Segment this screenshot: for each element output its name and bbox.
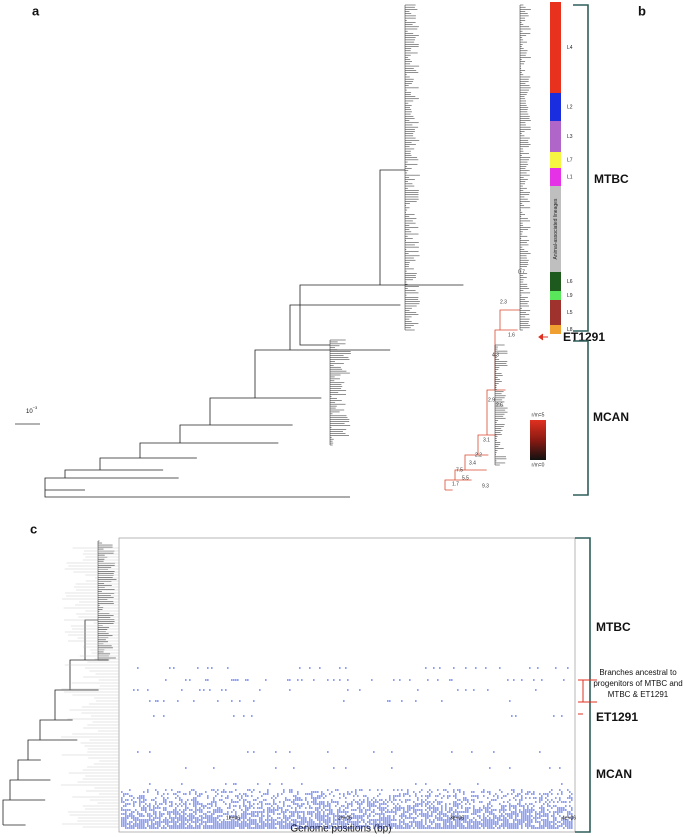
scale-exponent: −3: [33, 405, 38, 410]
branch-label: 9.3: [482, 483, 489, 489]
branch-label: 3.1: [483, 437, 490, 443]
lineage-bar: [550, 186, 561, 272]
variant-dots: [121, 667, 573, 829]
group-label: MCAN: [596, 767, 632, 781]
branch-label: 2.2: [475, 452, 482, 458]
branch-label: 0.7: [518, 269, 525, 275]
x-tick-label: 3e+06: [450, 815, 464, 821]
group-bracket: [575, 537, 591, 833]
annotation-bracket: [578, 679, 597, 715]
branch-label: 2.9: [488, 397, 495, 403]
panel-label: b: [638, 3, 646, 18]
tree-branches: [444, 309, 520, 491]
lineage-label: L6: [567, 279, 573, 285]
branch-label: 2.3: [500, 299, 507, 305]
lineage-bar: [550, 272, 561, 291]
lineage-bar: [550, 300, 561, 325]
lineage-bar: [550, 325, 561, 334]
lineage-bar: [550, 2, 561, 93]
annotation-line: progenitors of MTBC and: [593, 679, 682, 688]
branch-label: 4.3: [492, 352, 499, 358]
branch-label: 5.5: [462, 475, 469, 481]
scale-base: 10: [26, 409, 33, 415]
lineage-bar: [550, 168, 561, 186]
lineage-bar: [550, 93, 561, 121]
tree-branches: [44, 169, 464, 491]
lineage-label: L5: [567, 310, 573, 316]
x-tick-label: 1e+06: [226, 815, 240, 821]
legend-gradient: [530, 420, 546, 460]
lineage-label: L3: [567, 134, 573, 140]
lineage-label: L1: [567, 174, 573, 180]
arrow: [538, 333, 548, 341]
x-tick-label: 2e+06: [338, 815, 352, 821]
lineage-bar: [550, 152, 561, 168]
lineage-label: L8: [567, 327, 573, 333]
panel-label: a: [32, 3, 40, 18]
tree-branches: [519, 4, 531, 331]
lineage-label: L9: [567, 293, 573, 299]
branch-label: 1.7: [452, 481, 459, 487]
panel-label: c: [30, 521, 37, 536]
branch-label: 7.5: [456, 467, 463, 473]
group-bracket: [573, 4, 589, 496]
tree-branches: [494, 344, 508, 466]
scale-label: 10−3: [26, 405, 38, 415]
x-axis-title: Genome positions (bp): [290, 824, 391, 835]
lineage-label: L4: [567, 45, 573, 51]
lineage-bar: [550, 291, 561, 300]
plot-frame: [118, 537, 576, 833]
branch-label: 2.6: [496, 402, 503, 408]
lineage-label: L2: [567, 104, 573, 110]
group-label: MCAN: [593, 410, 629, 424]
branch-label: 3.4: [469, 460, 476, 466]
lineage-bar: [550, 121, 561, 152]
tree-branches: [97, 540, 117, 661]
branch-label: 1.6: [508, 332, 515, 338]
legend-label: r/m=5: [532, 412, 545, 418]
group-label: ET1291: [596, 710, 638, 724]
lineage-label: L7: [567, 157, 573, 163]
tree-branches: [404, 4, 420, 331]
tree-branches: [329, 339, 351, 446]
lineage-label: Animal-associated lineages: [553, 198, 559, 259]
annotation-line: MTBC & ET1291: [608, 690, 669, 699]
annotation-line: Branches ancestral to: [599, 668, 677, 677]
row-connectors: [60, 547, 119, 828]
legend-label: r/m=0: [532, 462, 545, 468]
group-label: MTBC: [594, 172, 629, 186]
tree-branches: [44, 305, 350, 498]
tree-branches: [2, 619, 109, 826]
x-tick-label: 4e+06: [562, 815, 576, 821]
group-label: MTBC: [596, 620, 631, 634]
